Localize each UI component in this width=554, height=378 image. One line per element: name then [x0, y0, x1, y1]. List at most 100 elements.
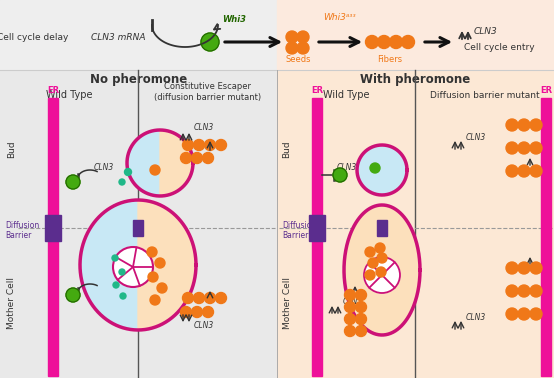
Bar — [377, 220, 387, 236]
Text: Whi3: Whi3 — [222, 15, 246, 25]
Polygon shape — [138, 200, 196, 330]
Text: Diffusion: Diffusion — [282, 220, 316, 229]
Circle shape — [148, 272, 158, 282]
Circle shape — [203, 307, 213, 318]
Text: Bud: Bud — [283, 140, 291, 158]
Text: Whi3ᵃᶟᶟ: Whi3ᵃᶟᶟ — [324, 14, 356, 23]
Circle shape — [530, 142, 542, 154]
Circle shape — [216, 139, 227, 150]
Bar — [277, 0, 554, 70]
Text: Bud: Bud — [8, 140, 17, 158]
Text: With pheromone: With pheromone — [360, 73, 471, 87]
Circle shape — [297, 42, 309, 54]
Text: Wild Type: Wild Type — [323, 90, 370, 100]
Circle shape — [204, 293, 216, 304]
Circle shape — [147, 247, 157, 257]
Circle shape — [506, 262, 518, 274]
Text: Barrier: Barrier — [5, 231, 32, 240]
Circle shape — [113, 282, 119, 288]
Circle shape — [192, 307, 203, 318]
Polygon shape — [80, 200, 138, 330]
Circle shape — [402, 36, 414, 48]
Bar — [48, 98, 58, 376]
Circle shape — [368, 258, 378, 268]
Circle shape — [192, 152, 203, 164]
Circle shape — [518, 308, 530, 320]
Circle shape — [377, 253, 387, 263]
Circle shape — [345, 313, 356, 324]
Circle shape — [150, 295, 160, 305]
Text: CLN3: CLN3 — [94, 277, 114, 287]
Text: Cell cycle entry: Cell cycle entry — [464, 42, 534, 51]
Text: CLN3: CLN3 — [466, 133, 486, 141]
Circle shape — [364, 257, 400, 293]
Text: Diffusion: Diffusion — [5, 220, 39, 229]
Circle shape — [157, 283, 167, 293]
Circle shape — [181, 307, 192, 318]
Text: CLN3: CLN3 — [337, 164, 357, 172]
Circle shape — [376, 267, 386, 277]
Circle shape — [518, 165, 530, 177]
Circle shape — [356, 302, 367, 313]
Circle shape — [120, 293, 126, 299]
Circle shape — [365, 270, 375, 280]
Circle shape — [530, 119, 542, 131]
Circle shape — [155, 258, 165, 268]
Circle shape — [182, 293, 193, 304]
Circle shape — [530, 308, 542, 320]
Bar — [0, 0, 277, 378]
Circle shape — [119, 269, 125, 275]
Bar — [312, 98, 322, 376]
Text: CLN3 mRNA: CLN3 mRNA — [91, 34, 145, 42]
Circle shape — [370, 163, 380, 173]
Circle shape — [112, 255, 118, 261]
Circle shape — [506, 165, 518, 177]
Text: Cell cycle delay: Cell cycle delay — [0, 34, 69, 42]
Text: Mother Cell: Mother Cell — [8, 277, 17, 329]
Circle shape — [518, 119, 530, 131]
Text: Mother Cell: Mother Cell — [283, 277, 291, 329]
Bar — [133, 220, 143, 236]
Circle shape — [506, 308, 518, 320]
Circle shape — [356, 313, 367, 324]
Text: CLN3: CLN3 — [94, 164, 114, 172]
Circle shape — [182, 139, 193, 150]
Circle shape — [333, 168, 347, 182]
Text: Fibers: Fibers — [377, 56, 403, 65]
Circle shape — [377, 36, 391, 48]
Circle shape — [66, 175, 80, 189]
Text: Constitutive Escaper
(diffusion barrier mutant): Constitutive Escaper (diffusion barrier … — [154, 82, 261, 102]
Polygon shape — [127, 130, 160, 196]
Circle shape — [530, 165, 542, 177]
Circle shape — [286, 42, 298, 54]
Circle shape — [530, 262, 542, 274]
Text: CLN3: CLN3 — [194, 321, 214, 330]
Text: Diffusion barrier mutant: Diffusion barrier mutant — [430, 90, 539, 99]
Text: CLN3: CLN3 — [194, 124, 214, 133]
Text: Wild Type: Wild Type — [46, 90, 93, 100]
Circle shape — [365, 247, 375, 257]
Circle shape — [119, 179, 125, 185]
Circle shape — [193, 139, 204, 150]
Circle shape — [216, 293, 227, 304]
Circle shape — [204, 139, 216, 150]
Circle shape — [201, 33, 219, 51]
Text: Barrier: Barrier — [282, 231, 309, 240]
Ellipse shape — [344, 205, 420, 335]
Circle shape — [506, 119, 518, 131]
Circle shape — [530, 285, 542, 297]
Text: CLN3: CLN3 — [343, 297, 363, 307]
Circle shape — [297, 31, 309, 43]
Circle shape — [203, 152, 213, 164]
Circle shape — [356, 325, 367, 336]
Circle shape — [150, 165, 160, 175]
Text: ER: ER — [540, 86, 552, 95]
Circle shape — [506, 285, 518, 297]
Circle shape — [66, 288, 80, 302]
Circle shape — [286, 31, 298, 43]
Circle shape — [375, 243, 385, 253]
Circle shape — [125, 169, 131, 175]
Circle shape — [518, 142, 530, 154]
Polygon shape — [160, 130, 193, 196]
Circle shape — [389, 36, 403, 48]
